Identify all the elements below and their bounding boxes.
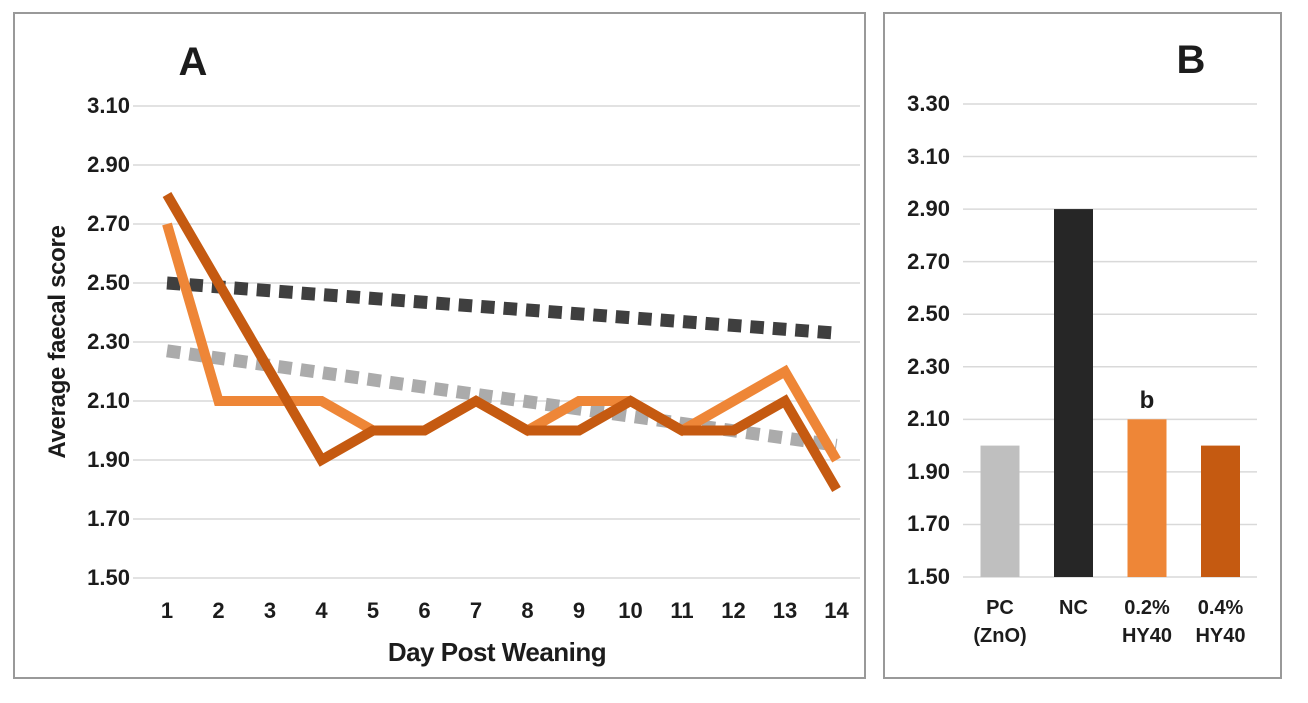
x-tick-a-2: 2 [212,598,225,623]
y-tick-a-3.10: 3.10 [87,93,130,118]
y-tick-a-1.70: 1.70 [87,506,130,531]
y-tick-b-3.30: 3.30 [907,90,950,116]
x-tick-a-3: 3 [263,598,277,623]
x-tick-a-9: 9 [572,598,586,623]
y-tick-a-2.70: 2.70 [87,211,130,236]
y-tick-b-2.50: 2.50 [907,301,950,327]
x-tick-a-13: 13 [772,598,798,623]
category-label-pc-zno: PC [986,597,1014,619]
y-tick-b-2.90: 2.90 [907,196,950,222]
bar-annotation-0-2-hy40: b [1139,387,1155,414]
y-tick-a-2.10: 2.10 [87,388,130,413]
category-label-0-2-hy40: 0.2% [1124,597,1170,619]
panel-b-title: B [1176,38,1206,82]
y-tick-a-2.90: 2.90 [87,152,130,177]
y-tick-b-3.10: 3.10 [907,143,950,169]
x-tick-a-5: 5 [366,598,380,623]
category-label-0-2-hy40: HY40 [1121,625,1173,647]
category-label-pc-zno: (ZnO) [973,625,1027,647]
x-tick-a-8: 8 [521,598,534,623]
x-tick-a-1: 1 [160,598,174,623]
category-label-0-4-hy40: HY40 [1195,625,1246,647]
x-tick-a-4: 4 [315,598,328,623]
panel-a-title: A [178,40,208,84]
y-tick-b-1.50: 1.50 [907,564,950,589]
y-tick-b-2.10: 2.10 [907,406,950,432]
x-tick-a-14: 14 [824,598,849,623]
y-tick-b-1.90: 1.90 [907,458,950,484]
y-tick-a-2.30: 2.30 [87,329,130,354]
y-tick-b-1.70: 1.70 [907,511,950,537]
x-tick-a-6: 6 [418,598,431,623]
y-tick-a-1.50: 1.50 [87,565,130,590]
x-axis-title: Day Post Weaning [387,637,607,667]
panel-a-frame [13,12,866,679]
x-tick-a-10: 10 [618,598,643,623]
y-tick-a-2.50: 2.50 [87,270,130,295]
category-label-nc: NC [1059,597,1088,619]
y-tick-b-2.70: 2.70 [907,248,950,274]
x-tick-a-7: 7 [469,598,483,623]
category-label-0-4-hy40: 0.4% [1197,597,1244,619]
y-tick-b-2.30: 2.30 [907,353,950,379]
x-tick-a-12: 12 [721,598,746,623]
y-tick-a-1.90: 1.90 [87,447,130,472]
x-tick-a-11: 11 [670,598,694,623]
